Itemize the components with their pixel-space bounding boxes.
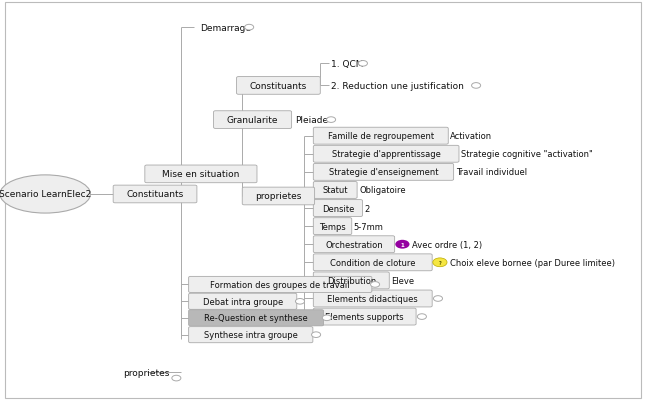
Text: Eleve: Eleve — [391, 276, 414, 285]
Text: ?: ? — [439, 260, 441, 265]
Text: 2: 2 — [364, 204, 370, 213]
Text: Orchestration: Orchestration — [325, 240, 383, 249]
Text: Activation: Activation — [450, 132, 492, 141]
Circle shape — [172, 375, 181, 381]
FancyBboxPatch shape — [313, 254, 432, 271]
Circle shape — [245, 25, 254, 31]
FancyBboxPatch shape — [313, 308, 416, 325]
Text: 1: 1 — [401, 242, 404, 247]
Text: Densite: Densite — [322, 204, 354, 213]
Text: Formation des groupes de travail: Formation des groupes de travail — [211, 280, 350, 289]
Text: 1. QCM: 1. QCM — [331, 60, 364, 69]
Text: 5-7mm: 5-7mm — [354, 222, 384, 231]
FancyBboxPatch shape — [313, 290, 432, 307]
Text: Elements supports: Elements supports — [326, 312, 404, 321]
Circle shape — [417, 314, 426, 320]
FancyBboxPatch shape — [145, 166, 257, 183]
Ellipse shape — [0, 176, 90, 213]
FancyBboxPatch shape — [313, 272, 390, 289]
Text: Temps: Temps — [319, 222, 346, 231]
FancyBboxPatch shape — [189, 294, 297, 310]
FancyBboxPatch shape — [189, 310, 324, 326]
Text: Demarrage: Demarrage — [200, 24, 251, 32]
Circle shape — [395, 240, 410, 249]
FancyBboxPatch shape — [313, 164, 453, 181]
Circle shape — [433, 296, 443, 302]
Text: Synthese intra groupe: Synthese intra groupe — [203, 330, 298, 339]
Text: Avec ordre (1, 2): Avec ordre (1, 2) — [412, 240, 482, 249]
Circle shape — [433, 258, 447, 267]
Text: Mise en situation: Mise en situation — [162, 170, 240, 179]
Text: Strategie cognitive "activation": Strategie cognitive "activation" — [461, 150, 592, 159]
Text: Constituants: Constituants — [250, 82, 307, 91]
Text: Condition de cloture: Condition de cloture — [330, 258, 415, 267]
Circle shape — [311, 332, 320, 338]
FancyBboxPatch shape — [189, 277, 372, 293]
FancyBboxPatch shape — [313, 200, 362, 217]
Text: Elements didactiques: Elements didactiques — [328, 294, 418, 303]
Circle shape — [322, 315, 331, 321]
FancyBboxPatch shape — [313, 218, 352, 235]
Text: Travail individuel: Travail individuel — [455, 168, 526, 177]
FancyBboxPatch shape — [313, 146, 459, 163]
Text: Constituants: Constituants — [127, 190, 183, 199]
Circle shape — [472, 83, 481, 89]
Text: Scenario LearnElec2: Scenario LearnElec2 — [0, 190, 91, 199]
Text: proprietes: proprietes — [123, 368, 169, 377]
Circle shape — [359, 61, 368, 67]
FancyBboxPatch shape — [5, 3, 641, 398]
FancyBboxPatch shape — [214, 111, 291, 129]
FancyBboxPatch shape — [113, 186, 197, 203]
FancyBboxPatch shape — [236, 77, 320, 95]
Text: Choix eleve bornee (par Duree limitee): Choix eleve bornee (par Duree limitee) — [450, 258, 614, 267]
Text: 2. Reduction une justification: 2. Reduction une justification — [331, 82, 464, 91]
Text: Debat intra groupe: Debat intra groupe — [203, 297, 283, 306]
Text: Distribution: Distribution — [327, 276, 376, 285]
Text: Strategie d'apprentissage: Strategie d'apprentissage — [331, 150, 441, 159]
Circle shape — [327, 117, 336, 123]
Circle shape — [295, 299, 304, 304]
FancyBboxPatch shape — [313, 236, 395, 253]
Text: Pleiade: Pleiade — [295, 116, 328, 125]
Text: proprietes: proprietes — [255, 192, 302, 201]
FancyBboxPatch shape — [189, 327, 313, 343]
Text: Famille de regroupement: Famille de regroupement — [328, 132, 434, 141]
Circle shape — [371, 282, 380, 288]
Text: Statut: Statut — [322, 186, 348, 195]
Text: Re-Question et synthese: Re-Question et synthese — [204, 314, 308, 322]
Text: Strategie d'enseignement: Strategie d'enseignement — [329, 168, 438, 177]
FancyBboxPatch shape — [313, 182, 357, 199]
Text: Obligatoire: Obligatoire — [359, 186, 406, 195]
Text: Granularite: Granularite — [227, 116, 278, 125]
FancyBboxPatch shape — [313, 128, 448, 145]
FancyBboxPatch shape — [242, 188, 315, 205]
